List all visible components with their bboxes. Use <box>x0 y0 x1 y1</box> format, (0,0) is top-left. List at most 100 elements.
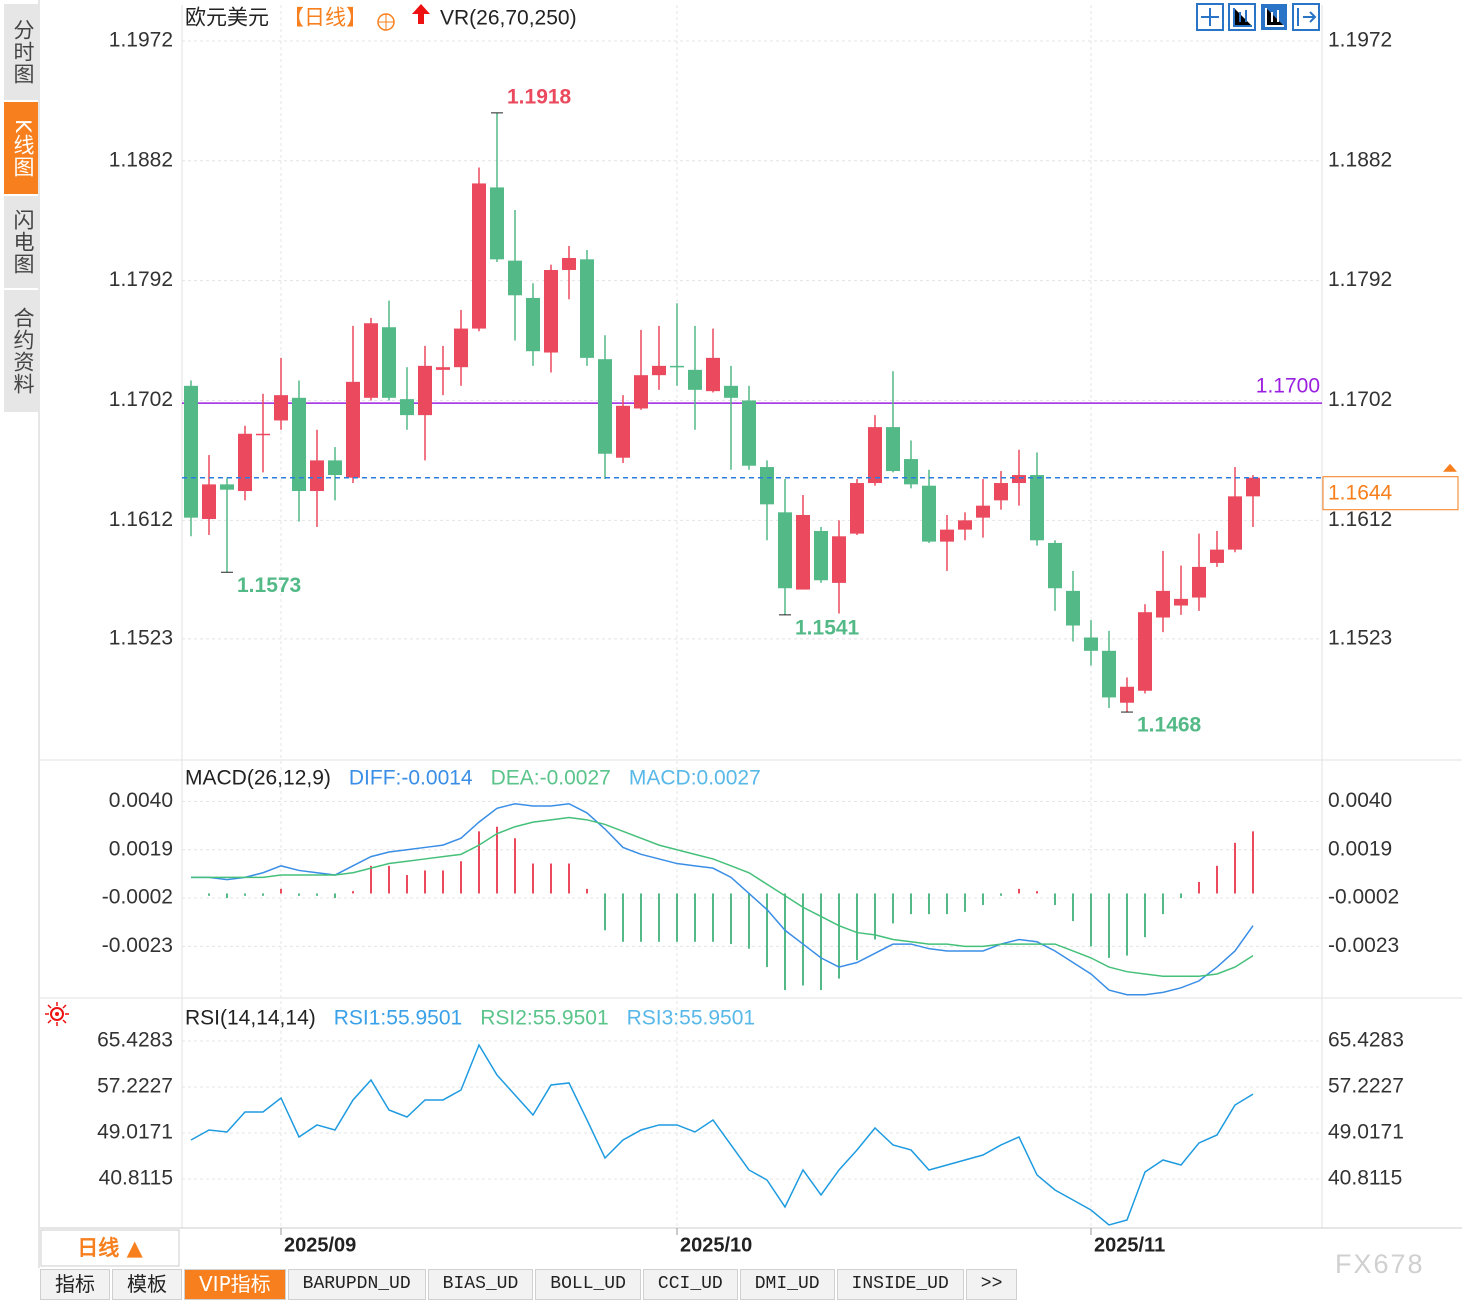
candle-body <box>778 512 792 589</box>
candle-body <box>904 459 918 485</box>
candle-body <box>1174 598 1188 606</box>
y-tick-label: 0.0019 <box>109 837 173 860</box>
candle-body <box>958 520 972 530</box>
watermark: FX678 <box>1335 1249 1425 1279</box>
y-tick-label: 65.4283 <box>1328 1029 1404 1052</box>
crosshair-icon[interactable] <box>377 13 395 31</box>
period-button[interactable] <box>40 1229 180 1267</box>
bottom-tab[interactable]: >> <box>965 1269 1018 1300</box>
y-tick-label: 40.8115 <box>99 1167 173 1190</box>
candle-body <box>454 328 468 368</box>
candle-body <box>580 259 594 358</box>
indicator-label: MACD:0.0027 <box>629 767 761 790</box>
y-tick-label: 1.1972 <box>1328 28 1392 51</box>
candle-body <box>256 433 270 436</box>
candle-body <box>436 367 450 370</box>
y-tick-label: 57.2227 <box>1328 1075 1404 1098</box>
candle-body <box>508 260 522 296</box>
x-tick-label: 2025/10 <box>680 1234 752 1256</box>
candle-body <box>544 269 558 353</box>
sidebar-tab[interactable]: 分时图 <box>4 4 38 102</box>
bottom-tab[interactable]: 指标 <box>40 1269 110 1300</box>
y-tick-label: 1.1882 <box>1328 148 1392 171</box>
toolbar[interactable] <box>1196 3 1320 31</box>
y-tick-label: 0.0040 <box>109 789 173 812</box>
bottom-tab[interactable]: DMI_UD <box>739 1269 835 1300</box>
y-tick-label: 1.1612 <box>1328 508 1392 531</box>
y-tick-label: 1.1702 <box>1328 388 1392 411</box>
candle-body <box>184 385 198 518</box>
candle-body <box>346 381 360 478</box>
x-tick-label: 2025/09 <box>284 1234 356 1256</box>
y-tick-label: 57.2227 <box>97 1075 173 1098</box>
period-button-label[interactable]: 日线 ▲ <box>77 1236 143 1260</box>
candle-body <box>598 359 612 454</box>
candle-body <box>202 484 216 519</box>
y-tick-label: -0.0002 <box>102 886 173 909</box>
candle-body <box>1030 475 1044 541</box>
last-price-box <box>1322 476 1459 511</box>
candle-body <box>886 427 900 472</box>
candle-body <box>328 460 342 476</box>
y-tick-label: 0.0019 <box>1328 837 1392 860</box>
bottom-tab[interactable]: 模板 <box>112 1269 182 1300</box>
dea-line <box>191 816 1254 978</box>
y-tick-label: 1.1523 <box>109 626 173 649</box>
candle-body <box>238 433 252 492</box>
bottom-tab[interactable]: BIAS_UD <box>427 1269 534 1300</box>
sidebar-tab[interactable]: K线图 <box>4 102 38 196</box>
y-tick-label: 1.1612 <box>109 508 173 531</box>
candle-body <box>562 257 576 270</box>
candle-body <box>1012 475 1026 484</box>
candle-body <box>742 400 756 466</box>
arrow-icon[interactable] <box>412 4 430 24</box>
candle-body <box>490 187 504 260</box>
candle-body <box>292 397 306 492</box>
y-tick-label: 65.4283 <box>97 1029 173 1052</box>
candle-body <box>1048 542 1062 589</box>
sidebar-tab[interactable]: 闪电图 <box>4 196 38 290</box>
bottom-tab[interactable]: INSIDE_UD <box>836 1269 964 1300</box>
tab-bar: 指标 模板 VIP指标 BARUPDN_UD BIAS_UD BOLL_UD C… <box>40 1269 1018 1300</box>
candle-body <box>706 357 720 392</box>
candle-body <box>922 485 936 542</box>
candle-body <box>1120 686 1134 703</box>
bottom-tab[interactable]: CCI_UD <box>642 1269 738 1300</box>
indicator-label: DEA:-0.0027 <box>491 767 611 790</box>
candle-body <box>472 183 486 329</box>
candle-body <box>1084 637 1098 651</box>
y-tick-label: 0.0040 <box>1328 789 1392 812</box>
candle-body <box>526 297 540 352</box>
period: 【日线】 <box>283 7 367 30</box>
y-tick-label: 1.1523 <box>1328 626 1392 649</box>
last-price-label: 1.1644 <box>1328 481 1393 504</box>
indicator-label: MACD(26,12,9) <box>185 767 331 790</box>
sidebar-tab[interactable]: 合约资料 <box>4 290 38 414</box>
bottom-tab[interactable]: BARUPDN_UD <box>287 1269 426 1300</box>
bottom-tab[interactable]: VIP指标 <box>184 1269 286 1300</box>
indicator-label: RSI1:55.9501 <box>334 1007 462 1030</box>
candle-body <box>634 375 648 409</box>
rsi-line <box>190 1043 1254 1226</box>
candle-body <box>760 467 774 505</box>
indicator-label: RSI(14,14,14) <box>185 1007 316 1030</box>
y-tick-label: 1.1702 <box>109 388 173 411</box>
y-tick-label: 49.0171 <box>97 1121 173 1144</box>
candle-body <box>616 405 630 458</box>
candle-body <box>832 536 846 583</box>
candle-body <box>1102 650 1116 698</box>
candle-body <box>940 529 954 542</box>
candle-body <box>868 427 882 484</box>
last-price-arrow <box>1443 463 1457 472</box>
y-tick-label: 1.1792 <box>109 268 173 291</box>
bottom-tab[interactable]: BOLL_UD <box>535 1269 641 1300</box>
sidebar: 分时图 K线图 闪电图 合约资料 <box>4 4 38 414</box>
settings-icon[interactable] <box>45 1002 69 1026</box>
candle-body <box>724 385 738 398</box>
y-tick-label: -0.0002 <box>1328 886 1399 909</box>
candle-body <box>1210 549 1224 563</box>
y-tick-label: 1.1972 <box>109 28 173 51</box>
candle-body <box>274 395 288 421</box>
candle-body <box>364 323 378 398</box>
